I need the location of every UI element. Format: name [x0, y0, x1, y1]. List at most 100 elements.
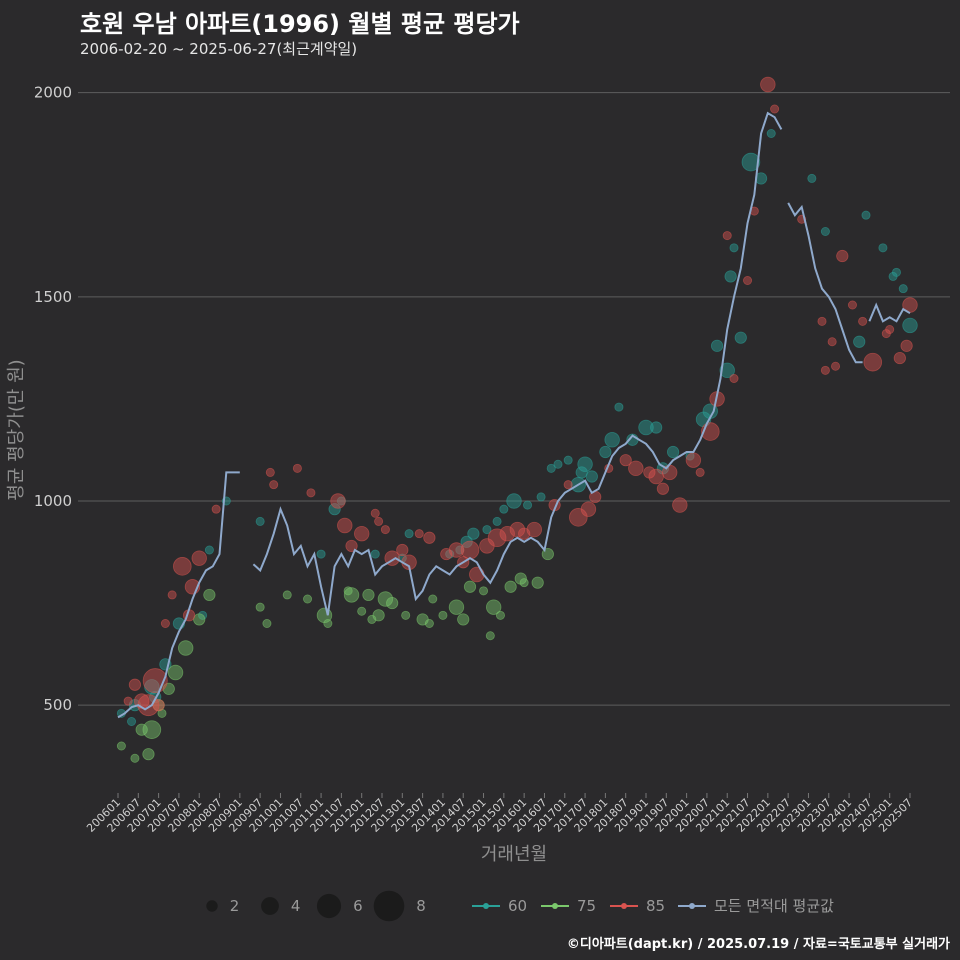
y-tick-label: 500: [43, 696, 72, 714]
data-point-85: [743, 275, 753, 285]
data-point-75: [386, 596, 399, 610]
data-point-75: [457, 613, 470, 626]
data-point-60: [563, 455, 573, 465]
data-point-75: [438, 610, 448, 620]
data-point-75: [367, 614, 377, 624]
data-point-85: [160, 619, 170, 629]
data-point-60: [719, 362, 735, 379]
data-point-75: [519, 578, 529, 588]
data-point-85: [460, 540, 480, 560]
data-point-60: [710, 339, 724, 352]
data-point-85: [847, 300, 857, 310]
data-point-85: [900, 339, 913, 352]
data-point-85: [827, 337, 837, 347]
legend-marker: [621, 903, 627, 909]
data-point-75: [203, 588, 216, 602]
data-point-85: [580, 501, 597, 517]
data-point-60: [766, 128, 776, 138]
data-point-85: [414, 529, 424, 539]
grid-lines: [78, 92, 950, 706]
size-legend-marker: [373, 890, 405, 922]
data-point-75: [479, 586, 489, 596]
data-point-85: [526, 521, 543, 538]
legend-marker: [552, 903, 558, 909]
data-point-85: [817, 316, 827, 326]
data-point-60: [734, 331, 747, 344]
data-point-60: [328, 503, 341, 516]
data-point-75: [343, 586, 353, 596]
data-point-75: [531, 576, 544, 589]
legend-marker: [689, 903, 695, 909]
data-point-85: [306, 488, 316, 498]
data-point-75: [282, 590, 292, 600]
size-legend-marker: [316, 893, 342, 919]
data-point-85: [380, 525, 390, 535]
size-legend-label: 4: [291, 897, 301, 915]
data-point-75: [130, 753, 140, 763]
data-point-75: [485, 631, 495, 641]
data-point-85: [265, 467, 275, 477]
data-point-60: [204, 545, 214, 555]
data-point-60: [650, 421, 663, 434]
data-point-75: [343, 587, 360, 603]
data-point-60: [604, 432, 620, 448]
data-point-85: [836, 249, 849, 263]
data-point-85: [885, 324, 895, 334]
data-point-60: [878, 243, 888, 253]
data-point-85: [760, 76, 776, 93]
data-point-75: [372, 609, 385, 622]
data-point-75: [514, 572, 527, 585]
x-axis-title: 거래년월: [481, 844, 547, 865]
data-point-85: [487, 528, 507, 548]
data-point-85: [337, 517, 353, 534]
data-point-60: [577, 456, 593, 472]
size-legend-label: 8: [416, 897, 426, 915]
data-point-85: [128, 678, 142, 691]
data-point-85: [628, 460, 644, 477]
legend-label: 85: [646, 897, 665, 915]
chart-subtitle: 2006-02-20 ~ 2025-06-27(최근계약일): [80, 40, 358, 58]
data-point-85: [770, 104, 780, 114]
data-point-60: [902, 317, 918, 334]
data-point-60: [853, 335, 866, 348]
data-point-85: [211, 504, 221, 514]
data-point-85: [695, 467, 705, 477]
data-point-85: [499, 525, 515, 542]
data-point-75: [424, 619, 434, 629]
data-point-75: [357, 606, 367, 616]
data-point-75: [448, 599, 465, 615]
data-point-85: [370, 508, 380, 518]
data-point-85: [123, 696, 133, 706]
data-point-85: [858, 316, 868, 326]
data-point-60: [666, 445, 680, 459]
data-point-60: [127, 717, 137, 727]
data-point-85: [672, 497, 688, 513]
chart-title: 호원 우남 아파트(1996) 월별 평균 평당가: [80, 10, 520, 38]
data-point-85: [330, 493, 346, 509]
data-point-60: [820, 226, 830, 236]
data-point-60: [553, 459, 563, 469]
y-axis: 500 1000 1500 2000: [34, 84, 72, 715]
data-point-75: [495, 610, 505, 620]
data-point-85: [469, 566, 485, 583]
data-point-75: [262, 619, 272, 629]
data-point-85: [648, 468, 664, 485]
data-point-85: [863, 352, 883, 372]
data-point-85: [820, 365, 830, 375]
scatter-points: [116, 76, 918, 763]
data-point-85: [656, 482, 670, 495]
data-point-60: [255, 516, 265, 526]
data-point-60: [499, 504, 509, 514]
data-point-85: [423, 531, 436, 544]
data-point-75: [157, 708, 167, 718]
data-point-85: [292, 463, 302, 473]
data-point-60: [492, 516, 502, 526]
data-point-75: [377, 591, 394, 607]
data-point-85: [167, 590, 177, 600]
data-point-60: [614, 402, 624, 412]
data-point-85: [619, 454, 632, 467]
data-point-85: [729, 373, 739, 383]
data-point-75: [135, 723, 148, 736]
data-point-85: [353, 525, 370, 542]
